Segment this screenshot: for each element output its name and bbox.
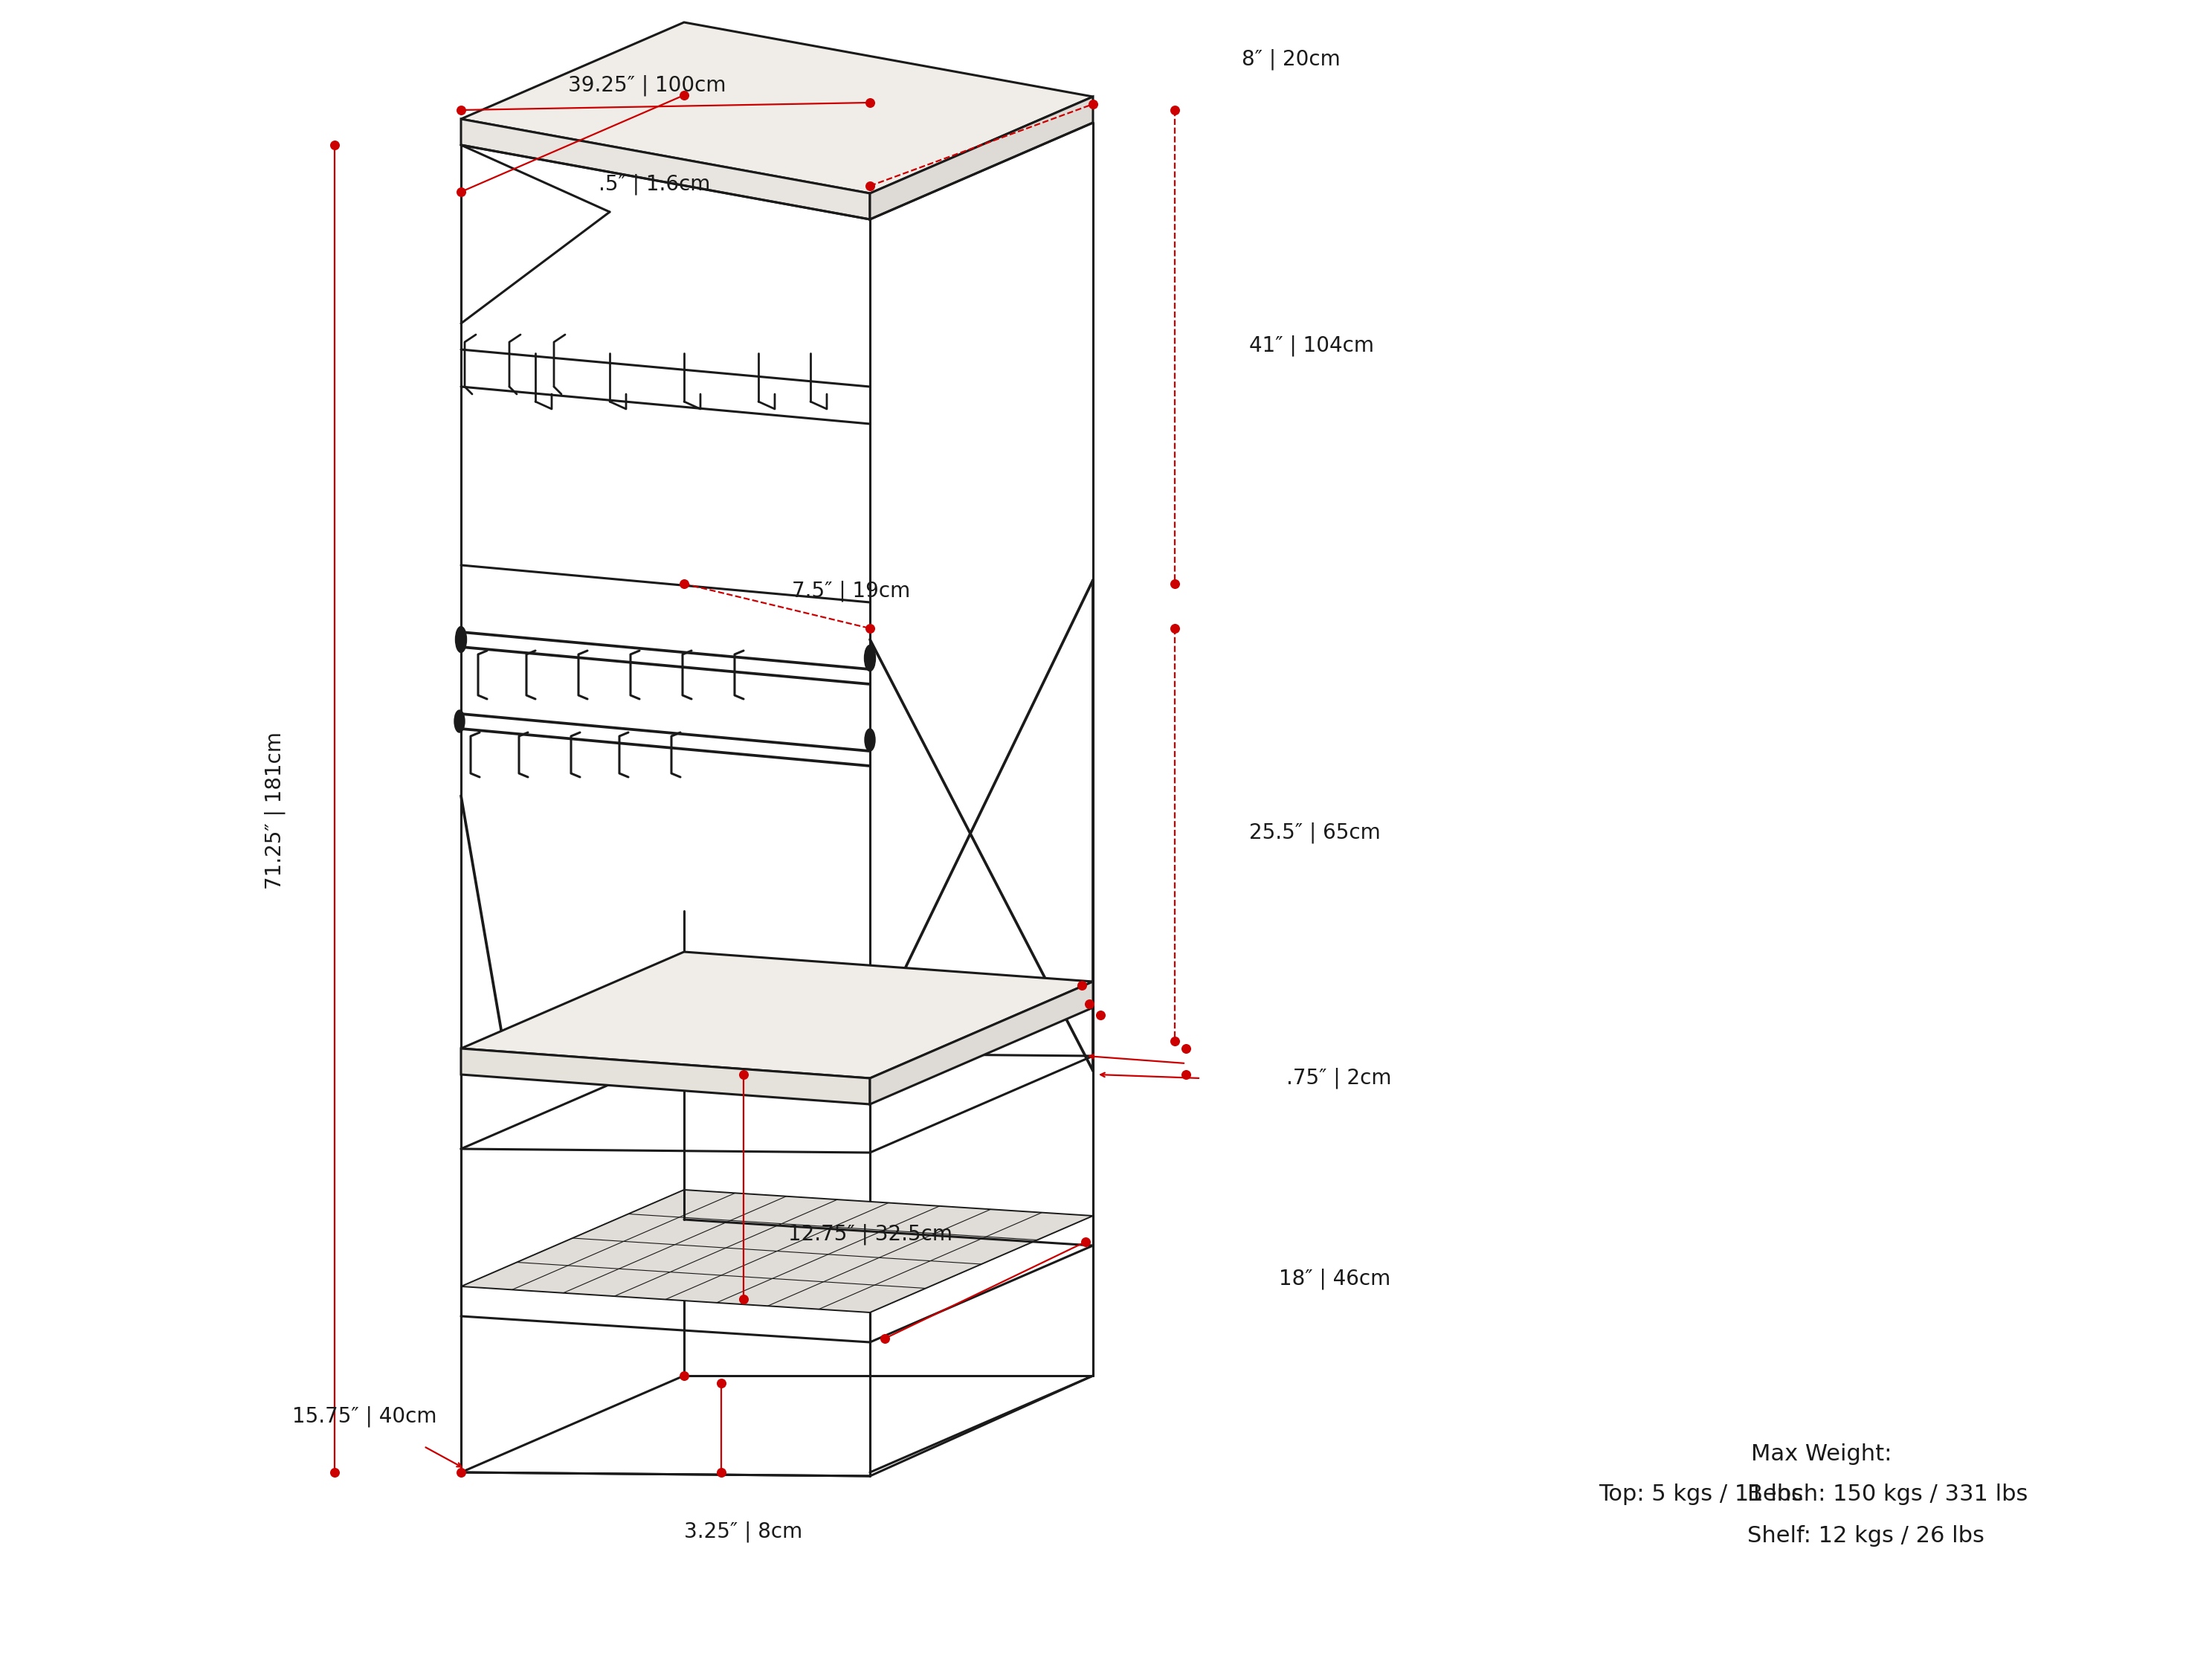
- Point: [1168, 1062, 1203, 1088]
- Ellipse shape: [865, 728, 876, 752]
- Text: Shelf: 12 kgs / 26 lbs: Shelf: 12 kgs / 26 lbs: [1747, 1525, 1984, 1546]
- Point: [852, 90, 887, 116]
- Polygon shape: [460, 119, 869, 219]
- Polygon shape: [460, 1048, 869, 1105]
- Text: Bench: 150 kgs / 331 lbs: Bench: 150 kgs / 331 lbs: [1747, 1483, 2028, 1505]
- Text: 7.5″ | 19cm: 7.5″ | 19cm: [792, 581, 911, 602]
- Point: [1075, 91, 1110, 118]
- Point: [1157, 96, 1192, 123]
- Point: [666, 571, 701, 597]
- Text: 41″ | 104cm: 41″ | 104cm: [1250, 335, 1374, 357]
- Text: Top: 5 kgs / 11 lbs: Top: 5 kgs / 11 lbs: [1599, 1483, 1803, 1505]
- Point: [726, 1062, 761, 1088]
- Ellipse shape: [865, 645, 876, 672]
- Text: 8″ | 20cm: 8″ | 20cm: [1241, 48, 1340, 70]
- Polygon shape: [460, 22, 1093, 194]
- Text: .75″ | 2cm: .75″ | 2cm: [1287, 1068, 1391, 1088]
- Ellipse shape: [456, 627, 467, 652]
- Point: [666, 1362, 701, 1389]
- Point: [442, 179, 478, 206]
- Point: [1168, 1035, 1203, 1062]
- Polygon shape: [869, 96, 1093, 219]
- Point: [867, 1326, 902, 1352]
- Polygon shape: [460, 1190, 1093, 1312]
- Point: [1157, 571, 1192, 597]
- Point: [726, 1286, 761, 1312]
- Point: [1071, 990, 1106, 1017]
- Ellipse shape: [453, 710, 465, 733]
- Text: 25.5″ | 65cm: 25.5″ | 65cm: [1250, 823, 1380, 843]
- Point: [703, 1458, 739, 1485]
- Point: [852, 615, 887, 642]
- Point: [316, 131, 352, 158]
- Text: Max Weight:: Max Weight:: [1752, 1443, 1891, 1465]
- Text: 12.75″ | 32.5cm: 12.75″ | 32.5cm: [787, 1224, 953, 1244]
- Text: 71.25″ | 181cm: 71.25″ | 181cm: [265, 732, 285, 889]
- Text: 18″ | 46cm: 18″ | 46cm: [1279, 1269, 1391, 1289]
- Text: 15.75″ | 40cm: 15.75″ | 40cm: [292, 1405, 436, 1427]
- Polygon shape: [460, 952, 1093, 1078]
- Point: [442, 96, 478, 123]
- Point: [1157, 615, 1192, 642]
- Text: 39.25″ | 100cm: 39.25″ | 100cm: [568, 75, 726, 96]
- Point: [1068, 1229, 1104, 1256]
- Point: [852, 173, 887, 199]
- Point: [703, 1370, 739, 1397]
- Polygon shape: [869, 982, 1093, 1105]
- Point: [1082, 1002, 1117, 1029]
- Point: [666, 81, 701, 108]
- Text: 3.25″ | 8cm: 3.25″ | 8cm: [684, 1521, 803, 1543]
- Point: [316, 1458, 352, 1485]
- Point: [1064, 972, 1099, 999]
- Point: [442, 1458, 478, 1485]
- Point: [1157, 1029, 1192, 1055]
- Text: .5″ | 1.6cm: .5″ | 1.6cm: [599, 174, 710, 196]
